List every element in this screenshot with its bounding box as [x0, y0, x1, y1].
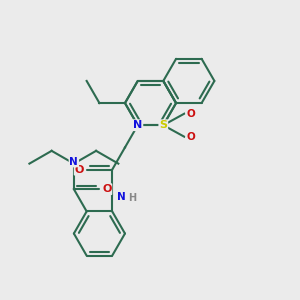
Text: S: S [159, 120, 167, 130]
Text: O: O [186, 109, 195, 119]
Text: H: H [128, 193, 136, 203]
Text: O: O [102, 184, 111, 194]
Text: N: N [70, 157, 78, 166]
Text: N: N [133, 120, 142, 130]
Text: O: O [186, 132, 195, 142]
Text: N: N [117, 192, 126, 202]
Text: O: O [75, 165, 84, 175]
